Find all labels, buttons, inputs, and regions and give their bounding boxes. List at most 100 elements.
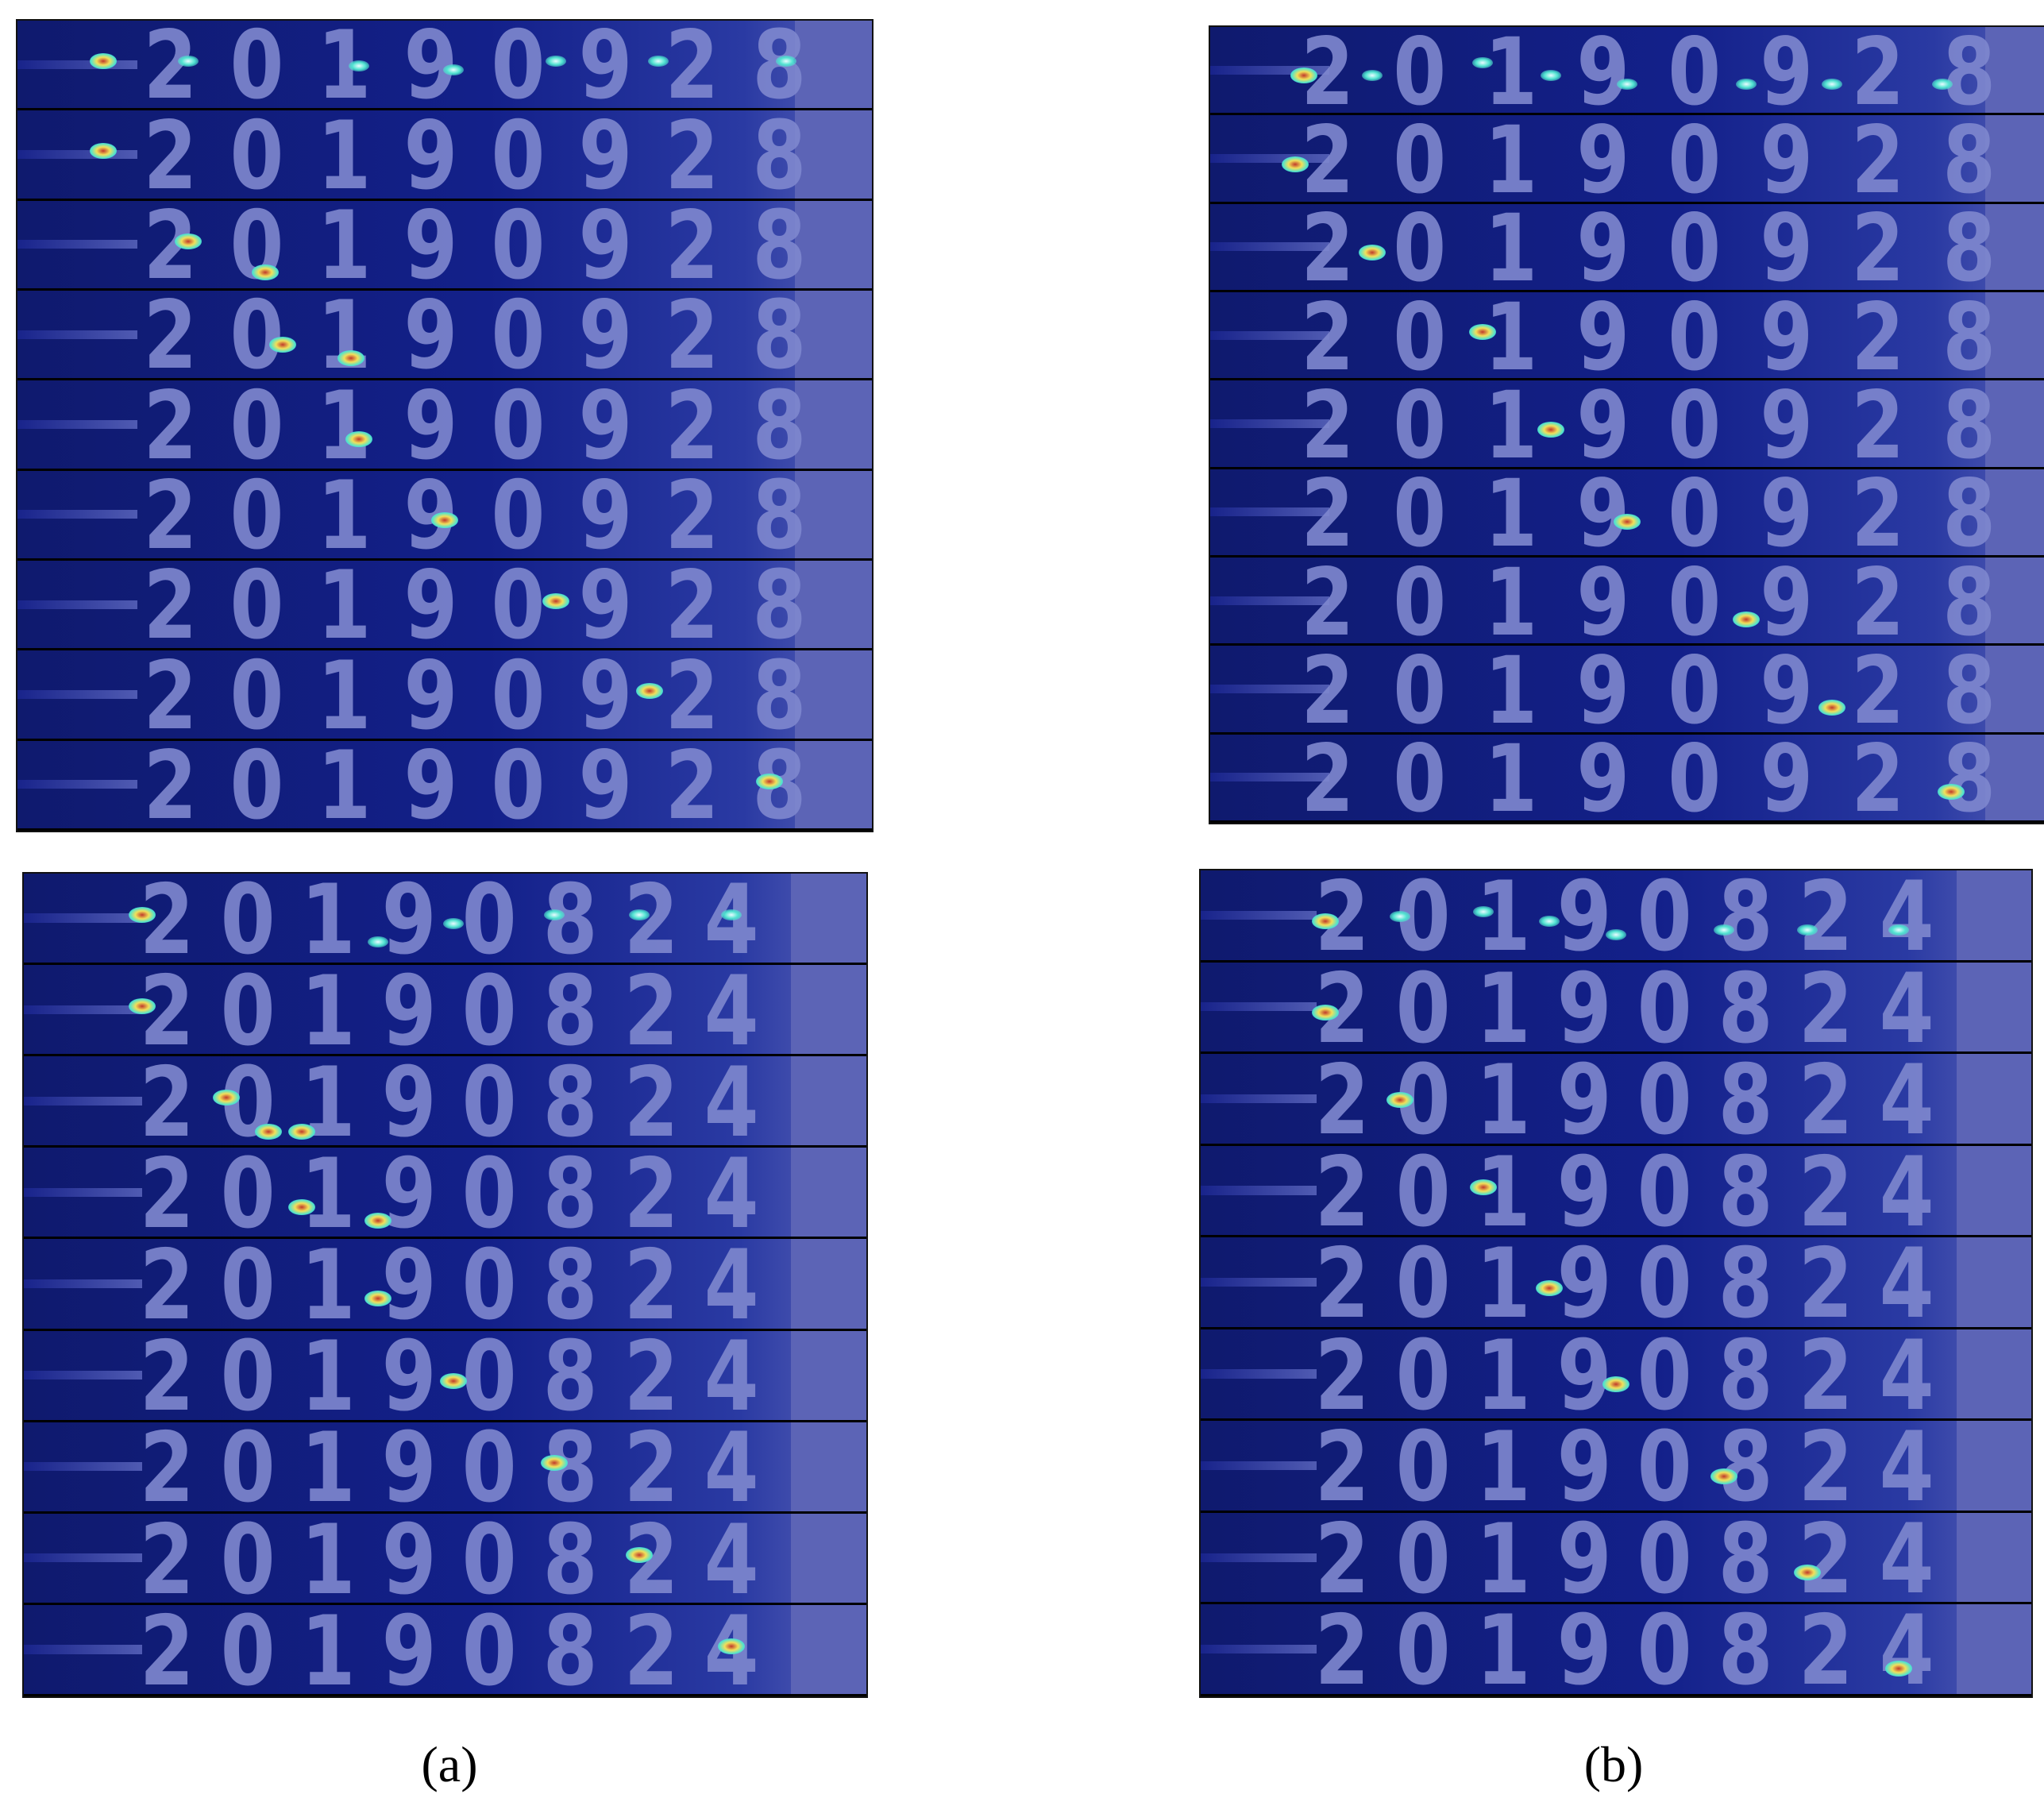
strip-digit: 2 [143, 561, 197, 649]
attention-hotspot [545, 56, 566, 67]
attention-hotspot [1736, 79, 1757, 91]
strip-digit: 0 [1668, 469, 1722, 555]
strip-digit: 2 [1798, 1329, 1853, 1419]
attention-hotspot [718, 1638, 746, 1654]
attention-hotspot [648, 56, 669, 67]
strip-digit: 8 [1942, 380, 1996, 467]
strip-digit: 0 [462, 1239, 518, 1329]
strip-bar [17, 780, 137, 789]
strip-digit: 2 [143, 740, 197, 828]
attention-hotspot [1602, 1376, 1629, 1393]
strip-digit: 2 [1798, 1054, 1853, 1144]
strip-digit: 0 [220, 874, 276, 963]
strip-digit: 1 [317, 561, 372, 649]
strip-digit: 1 [1475, 1237, 1531, 1327]
strip-digit: 9 [1575, 469, 1629, 555]
strip-digit: 2 [139, 1513, 195, 1603]
strip-digit: 2 [665, 200, 719, 288]
strip-digit: 9 [1556, 1145, 1612, 1236]
strip-digit: 9 [1556, 870, 1612, 960]
strip-digit: 2 [623, 965, 679, 1055]
strip-digit: 0 [491, 470, 546, 558]
attention-hotspot [1821, 79, 1842, 91]
strip-digit: 2 [143, 470, 197, 558]
strip-tail [795, 110, 872, 199]
strip-bar [1210, 242, 1330, 252]
strip-tail [795, 470, 872, 558]
strip-tail [790, 1422, 866, 1511]
strip-digit: 8 [1942, 469, 1996, 555]
strip-digit: 9 [381, 874, 437, 963]
attention-hotspot [1614, 514, 1641, 531]
strip-bar [1210, 507, 1330, 517]
attention-hotspot [440, 1372, 468, 1389]
strip-digit: 9 [1759, 558, 1813, 644]
attention-hotspot [1884, 1661, 1912, 1677]
strip-bar [1210, 330, 1330, 340]
strip-digit: 0 [1637, 1329, 1692, 1419]
strip-bar [1201, 1277, 1317, 1287]
strip-bar [1201, 910, 1317, 920]
strip-digit: 0 [1392, 203, 1446, 290]
strip-digit: 9 [403, 291, 458, 379]
strip-digit: 0 [462, 1330, 518, 1420]
strip-digit: 1 [317, 200, 372, 288]
strip-digit: 0 [1637, 962, 1692, 1052]
attention-hotspot [776, 56, 797, 67]
strip-digit: 9 [1575, 734, 1629, 820]
attention-hotspot [628, 909, 650, 920]
strip-bar [17, 240, 137, 249]
strip-digit: 0 [1392, 558, 1446, 644]
attention-hotspot [636, 683, 664, 700]
attention-hotspot [1469, 324, 1497, 341]
strip-digit: 0 [1637, 1054, 1692, 1144]
attention-hotspot [367, 936, 388, 948]
strip-digit: 9 [1556, 1054, 1612, 1144]
strip-digit: 0 [229, 740, 284, 828]
strip-digit: 1 [300, 1239, 356, 1329]
attention-hotspot [252, 264, 280, 281]
strip-digit: 0 [1392, 380, 1446, 467]
strip-digit: 8 [1942, 292, 1996, 379]
strip-digit: 0 [229, 291, 284, 379]
strip-digit: 4 [704, 1148, 760, 1237]
strip-digit: 2 [143, 291, 197, 379]
strip-digit: 8 [1718, 1421, 1773, 1511]
strip-tail [1984, 203, 2044, 290]
strip-digit: 0 [1668, 734, 1722, 820]
strip-tail [790, 1330, 866, 1420]
attention-hotspot [1537, 421, 1564, 438]
strip-digit: 2 [1851, 469, 1905, 555]
strip-digit: 9 [381, 1604, 437, 1694]
strip-digit: 4 [1879, 1145, 1934, 1236]
strip-bar [17, 330, 137, 339]
strip-digit: 2 [623, 1056, 679, 1146]
attention-hotspot [1937, 784, 1965, 801]
attention-hotspot [1793, 1564, 1821, 1580]
strip-digit: 2 [1851, 734, 1905, 820]
strip-bar [1201, 1094, 1317, 1103]
strip-digit: 1 [1475, 1054, 1531, 1144]
strip-tail [795, 291, 872, 379]
attention-hotspot [1311, 913, 1339, 929]
strip-tail [1984, 646, 2044, 732]
attention-hotspot [1290, 68, 1317, 84]
strip-tail [795, 21, 872, 109]
